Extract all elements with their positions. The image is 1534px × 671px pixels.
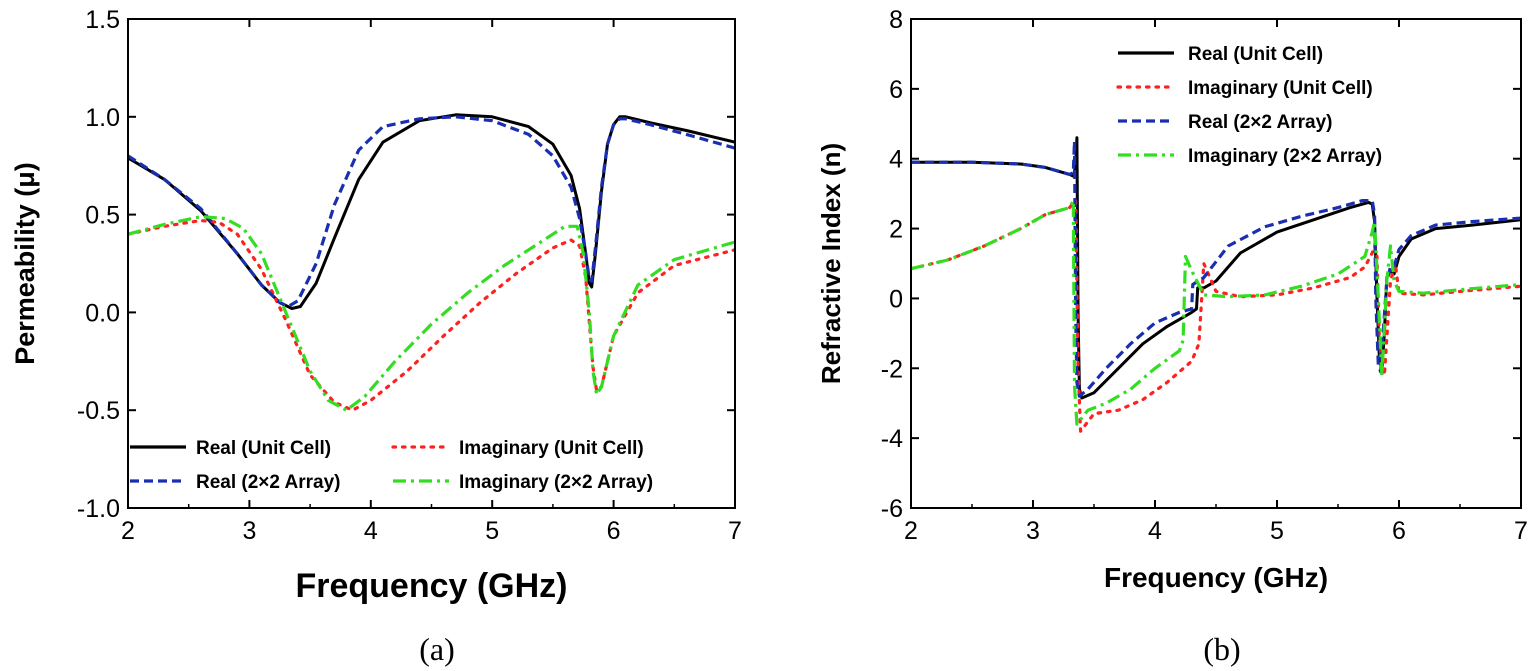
y-tick-label: 4 xyxy=(889,146,903,174)
y-tick-label: -1.0 xyxy=(77,495,120,523)
x-tick-label: 6 xyxy=(607,517,621,545)
series-line-real-unit-cell- xyxy=(911,136,1521,400)
y-tick-label: 6 xyxy=(889,76,903,104)
panel-caption: (b) xyxy=(1203,631,1240,667)
y-tick-label: 1.5 xyxy=(85,6,120,34)
y-tick-label: 1.0 xyxy=(85,104,120,132)
series-line-imaginary-unit-cell- xyxy=(911,199,1521,433)
plot-frame xyxy=(127,18,736,509)
legend-label: Imaginary (2×2 Array) xyxy=(1188,146,1382,167)
y-tick-label: 0 xyxy=(889,285,903,313)
legend-label: Real (2×2 Array) xyxy=(1188,112,1333,133)
x-tick-label: 3 xyxy=(1026,517,1040,545)
series-line-real-2-2-array- xyxy=(128,115,735,309)
series-lines xyxy=(128,113,735,412)
y-axis-title: Permeability (μ) xyxy=(10,162,40,365)
legend-label: Imaginary (Unit Cell) xyxy=(1188,78,1373,99)
series-line-real-2-2-array- xyxy=(911,139,1521,398)
x-tick-label: 6 xyxy=(1392,517,1406,545)
y-axis-title: Refractive Index (n) xyxy=(816,143,846,384)
legend-label: Real (Unit Cell) xyxy=(196,438,331,459)
legend-label: Real (2×2 Array) xyxy=(196,472,341,493)
y-tick-label: 0.5 xyxy=(85,202,120,230)
x-tick-label: 3 xyxy=(242,517,256,545)
y-tick-label: 8 xyxy=(889,6,903,34)
legend: Real (Unit Cell) Imaginary (Unit Cell) Rea… xyxy=(1116,44,1382,167)
panel-a-permeability: 2 3 4 5 6 7 -1.0 -0.5 0.0 0.5 1.0 1.5 Frequency (GHz… xyxy=(10,6,742,667)
series-line-imaginary-2-2-array- xyxy=(911,199,1521,426)
x-tick-label: 5 xyxy=(485,517,499,545)
y-tick-label: -6 xyxy=(881,495,903,523)
y-tick-label: -0.5 xyxy=(77,397,120,425)
x-tick-label: 4 xyxy=(364,517,378,545)
panel-caption: (a) xyxy=(419,631,455,667)
y-tick-label: 2 xyxy=(889,216,903,244)
series-line-imaginary-unit-cell- xyxy=(128,218,735,412)
x-tick-label: 2 xyxy=(121,517,135,545)
legend: Real (Unit Cell) Imaginary (Unit Cell) Rea… xyxy=(130,438,653,493)
legend-label: Imaginary (2×2 Array) xyxy=(459,472,653,493)
series-line-imaginary-2-2-array- xyxy=(128,215,735,412)
x-axis-title: Frequency (GHz) xyxy=(295,567,567,605)
y-tick-label: -4 xyxy=(881,425,903,453)
x-tick-label: 4 xyxy=(1148,517,1162,545)
x-tick-label: 5 xyxy=(1270,517,1284,545)
series-lines xyxy=(911,136,1521,433)
y-tick-label: 0.0 xyxy=(85,299,120,327)
panel-b-refractive-index: 2 3 4 5 6 7 -6 -4 -2 0 2 4 6 8 Frequency (GHz) Refracti… xyxy=(816,6,1528,667)
x-axis-title: Frequency (GHz) xyxy=(1104,562,1328,593)
legend-label: Imaginary (Unit Cell) xyxy=(459,438,644,459)
y-tick-label: -2 xyxy=(881,355,903,383)
x-tick-label: 2 xyxy=(904,517,918,545)
legend-label: Real (Unit Cell) xyxy=(1188,44,1323,65)
x-tick-label: 7 xyxy=(1514,517,1528,545)
x-tick-label: 7 xyxy=(728,517,742,545)
